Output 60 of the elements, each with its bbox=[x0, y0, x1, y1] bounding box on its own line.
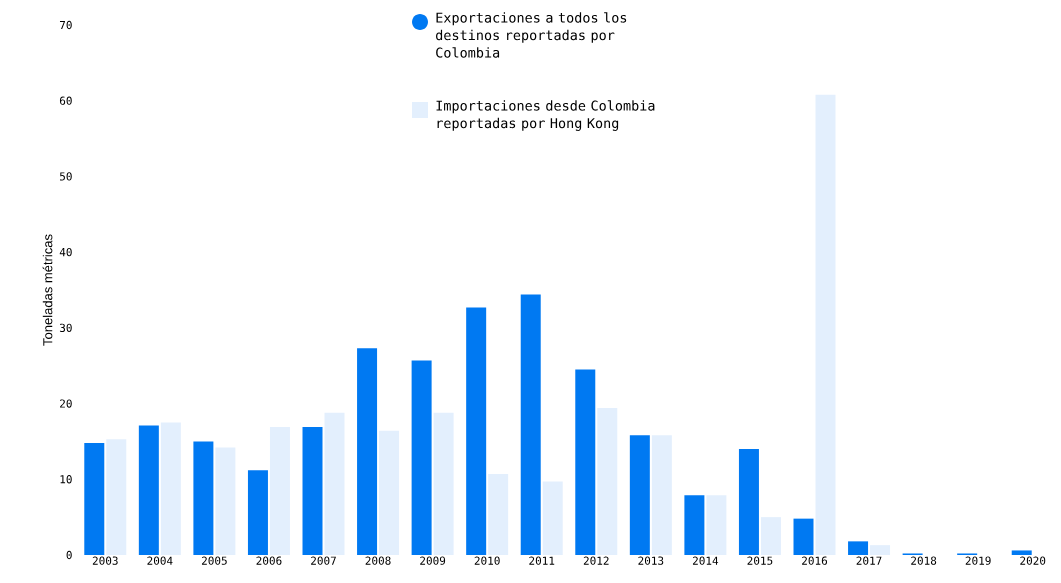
bar bbox=[706, 495, 727, 555]
bar bbox=[466, 307, 487, 555]
bar bbox=[160, 422, 181, 555]
y-axis-title: Toneladas métricas bbox=[42, 234, 53, 346]
bar bbox=[629, 435, 650, 555]
x-tick-label: 2008 bbox=[365, 556, 391, 565]
bar bbox=[575, 369, 596, 555]
x-tick-label: 2004 bbox=[147, 556, 173, 565]
x-tick-label: 2007 bbox=[311, 556, 336, 565]
y-tick-label: 30 bbox=[59, 323, 72, 333]
x-tick-label: 2019 bbox=[965, 556, 991, 565]
bar bbox=[324, 412, 345, 555]
bar bbox=[651, 435, 672, 555]
bar bbox=[138, 425, 159, 555]
y-tick-label: 50 bbox=[60, 172, 72, 181]
x-tick-label: 2020 bbox=[1020, 556, 1046, 565]
bar bbox=[848, 541, 869, 555]
bar bbox=[379, 430, 400, 555]
bar bbox=[193, 441, 214, 555]
x-tick-label: 2006 bbox=[256, 556, 282, 565]
bar bbox=[302, 427, 323, 555]
bar bbox=[247, 470, 268, 555]
bar bbox=[815, 94, 836, 555]
x-tick-label: 2013 bbox=[638, 556, 664, 565]
x-tick-label: 2005 bbox=[201, 556, 227, 565]
y-tick-label: 70 bbox=[59, 20, 72, 30]
bar bbox=[106, 439, 127, 555]
x-tick-label: 2017 bbox=[856, 556, 882, 565]
bar bbox=[215, 447, 236, 555]
bar bbox=[433, 412, 454, 555]
y-tick-label: 40 bbox=[59, 247, 72, 257]
bar bbox=[411, 360, 432, 555]
x-tick-label: 2015 bbox=[747, 556, 773, 565]
bar bbox=[520, 294, 541, 555]
x-tick-label: 2009 bbox=[420, 556, 446, 565]
bar bbox=[357, 348, 378, 555]
x-tick-label: 2011 bbox=[529, 556, 555, 565]
legend-label: Importaciones desde Colombia reportadas por Hong Kong bbox=[436, 100, 655, 131]
y-tick-label: 20 bbox=[60, 399, 72, 408]
bar bbox=[760, 517, 781, 555]
bar bbox=[542, 481, 563, 555]
x-tick-label: 2016 bbox=[802, 556, 828, 565]
y-tick-label: 0 bbox=[66, 550, 72, 560]
x-tick-label: 2010 bbox=[474, 556, 500, 565]
bar bbox=[870, 545, 891, 555]
x-tick-label: 2014 bbox=[692, 556, 719, 565]
legend-label: Exportaciones a todos los destinos reportadas por Colombia bbox=[436, 12, 627, 58]
bar bbox=[793, 518, 814, 555]
x-tick-label: 2018 bbox=[911, 556, 937, 565]
bar bbox=[269, 427, 290, 555]
x-tick-label: 2003 bbox=[92, 556, 118, 565]
y-tick-label: 60 bbox=[59, 96, 72, 105]
bar bbox=[684, 495, 705, 555]
y-tick-label: 10 bbox=[60, 475, 72, 484]
bar bbox=[84, 442, 105, 555]
bar bbox=[488, 473, 509, 555]
bar bbox=[597, 408, 618, 555]
x-tick-label: 2012 bbox=[583, 556, 609, 565]
bar bbox=[738, 448, 759, 555]
bar bbox=[1011, 550, 1032, 555]
